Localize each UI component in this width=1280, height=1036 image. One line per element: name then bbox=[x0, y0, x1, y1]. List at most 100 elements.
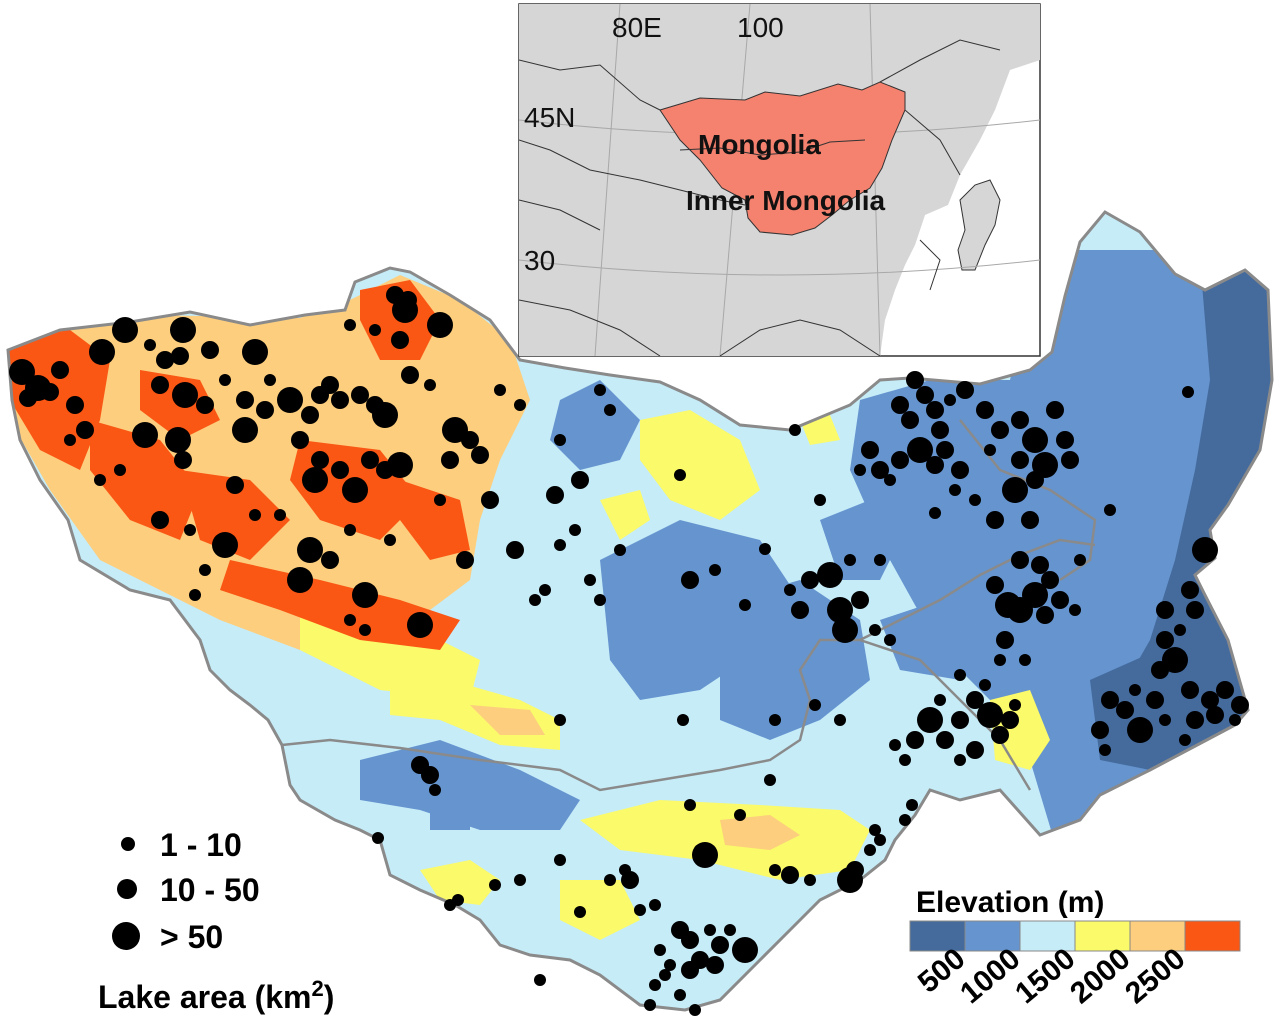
lake-point bbox=[951, 711, 969, 729]
lake-point bbox=[954, 669, 966, 681]
lake-point bbox=[236, 391, 254, 409]
lake-point bbox=[9, 359, 35, 385]
lake-point bbox=[242, 339, 268, 365]
lake-point bbox=[1206, 706, 1224, 724]
lake-point bbox=[986, 511, 1004, 529]
lake-point bbox=[621, 871, 639, 889]
lake-point bbox=[569, 524, 581, 536]
elevation-zone bbox=[90, 420, 200, 540]
lake-point bbox=[571, 471, 589, 489]
lake-point bbox=[837, 867, 863, 893]
lake-point bbox=[891, 396, 909, 414]
lake-point bbox=[659, 969, 671, 981]
lake-point bbox=[151, 376, 169, 394]
lake-point bbox=[1041, 571, 1059, 589]
lake-point bbox=[456, 551, 474, 569]
inset-border-line bbox=[519, 139, 746, 206]
mongolia-highlight bbox=[659, 81, 906, 236]
lake-point bbox=[649, 899, 661, 911]
lake-point bbox=[189, 589, 201, 601]
elevation-zone bbox=[720, 815, 800, 850]
lake-point bbox=[764, 774, 776, 786]
inset-border-line bbox=[519, 299, 661, 356]
elevation-zone bbox=[8, 275, 530, 650]
lake-point bbox=[184, 524, 196, 536]
lake-point bbox=[966, 691, 984, 709]
lake-point bbox=[1181, 581, 1199, 599]
inset-lat-label-30: 30 bbox=[524, 245, 555, 276]
elevation-zone bbox=[400, 480, 470, 560]
lake-point bbox=[232, 417, 258, 443]
lake-point bbox=[817, 562, 843, 588]
lake-point bbox=[976, 401, 994, 419]
lake-point bbox=[874, 834, 886, 846]
lake-legend-symbol-large bbox=[112, 922, 140, 950]
lake-point bbox=[342, 477, 368, 503]
lake-point bbox=[827, 597, 853, 623]
lake-point bbox=[1011, 451, 1029, 469]
lake-point bbox=[916, 386, 934, 404]
lake-point bbox=[936, 731, 954, 749]
lake-point bbox=[684, 799, 696, 811]
inset-lon-label-80e: 80E bbox=[612, 12, 662, 43]
lake-point bbox=[979, 679, 991, 691]
lake-point bbox=[1031, 556, 1049, 574]
lake-point bbox=[407, 612, 433, 638]
elevation-zone bbox=[180, 470, 290, 560]
elevation-legend-title: Elevation (m) bbox=[916, 886, 1104, 919]
lake-point bbox=[1146, 691, 1164, 709]
lake-point bbox=[926, 456, 944, 474]
lake-point bbox=[539, 584, 551, 596]
lake-point bbox=[692, 842, 718, 868]
lake-point bbox=[174, 451, 192, 469]
lake-point bbox=[724, 924, 736, 936]
lake-point bbox=[514, 874, 526, 886]
lake-point bbox=[219, 374, 231, 386]
lake-point bbox=[546, 486, 564, 504]
graticule-line bbox=[594, 4, 621, 356]
elevation-zone bbox=[560, 880, 640, 940]
lake-point bbox=[1174, 624, 1186, 636]
lake-point bbox=[94, 474, 106, 486]
lake-point bbox=[274, 509, 286, 521]
lake-point bbox=[534, 974, 546, 986]
lake-point bbox=[554, 539, 566, 551]
lake-point bbox=[864, 844, 876, 856]
lake-point bbox=[424, 379, 436, 391]
lake-point bbox=[954, 754, 966, 766]
lake-point bbox=[996, 631, 1014, 649]
lake-point bbox=[804, 874, 816, 886]
lake-point bbox=[1022, 427, 1048, 453]
lake-point bbox=[391, 331, 409, 349]
lake-point bbox=[196, 396, 214, 414]
location-inset: 80E 100 45N 30 Mongolia Inner Mongolia bbox=[518, 3, 1041, 357]
lake-point bbox=[956, 381, 974, 399]
lake-point bbox=[966, 741, 984, 759]
province-border bbox=[859, 638, 1032, 791]
lake-point bbox=[1069, 604, 1081, 616]
lake-point bbox=[372, 402, 398, 428]
lake-point bbox=[489, 879, 501, 891]
lake-legend-title: Lake area (km2) bbox=[98, 976, 334, 1015]
lake-point bbox=[917, 707, 943, 733]
lake-point bbox=[681, 571, 699, 589]
lake-point bbox=[834, 714, 846, 726]
lake-point bbox=[614, 544, 626, 556]
lake-point bbox=[344, 319, 356, 331]
lake-point bbox=[321, 551, 339, 569]
elevation-zone bbox=[420, 860, 500, 905]
lake-legend-label-medium: 10 - 50 bbox=[160, 872, 260, 908]
lake-point bbox=[481, 491, 499, 509]
lake-point bbox=[1091, 721, 1109, 739]
lake-point bbox=[506, 541, 524, 559]
lake-point bbox=[264, 374, 276, 386]
lake-point bbox=[1099, 744, 1111, 756]
lake-point bbox=[901, 411, 919, 429]
lake-point bbox=[664, 959, 676, 971]
inset-border-line bbox=[879, 39, 1001, 83]
lake-point bbox=[514, 399, 526, 411]
lake-point bbox=[654, 944, 666, 956]
lake-point bbox=[584, 574, 596, 586]
lake-point bbox=[681, 931, 699, 949]
lake-point bbox=[1046, 401, 1064, 419]
